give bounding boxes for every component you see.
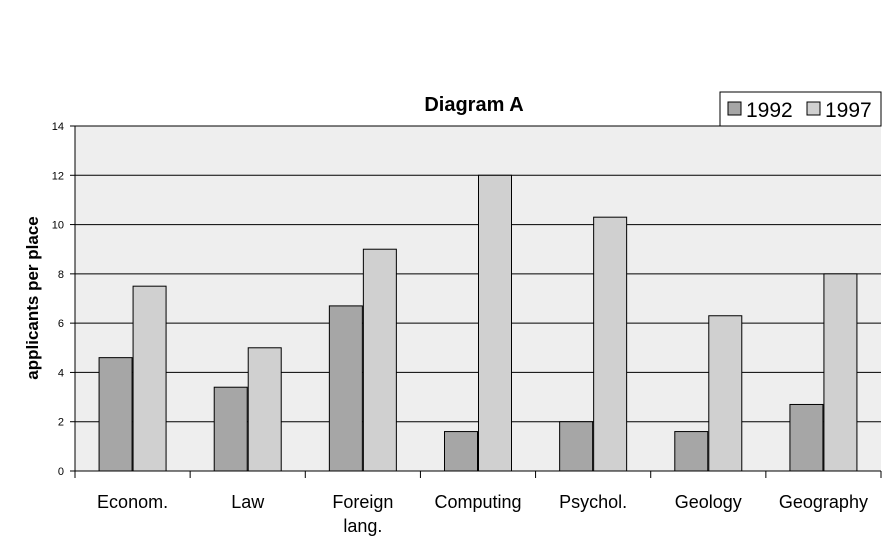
x-tick-label-2-line1: lang.: [343, 516, 382, 536]
y-tick-label-2: 2: [58, 417, 64, 429]
chart-title: Diagram A: [424, 94, 523, 116]
legend-label-1997: 1997: [825, 99, 872, 122]
legend-label-1992: 1992: [746, 99, 793, 122]
bar-1997-1: [247, 347, 282, 472]
bar-1997-6: [823, 273, 858, 472]
x-tick-label-6: Geography: [779, 492, 868, 512]
bar-1992-5: [674, 431, 709, 472]
bar-1997-3: [478, 174, 512, 472]
y-tick-label-4: 4: [58, 367, 64, 379]
legend-swatch-1997: [806, 101, 821, 116]
x-tick-label-3: Computing: [434, 492, 521, 512]
x-tick-label-1: Law: [231, 492, 265, 512]
bar-1992-0: [98, 357, 133, 472]
x-tick-label-2: Foreign: [332, 492, 393, 512]
x-tick-label-5: Geology: [675, 492, 742, 512]
bar-1997-4: [593, 216, 628, 472]
y-tick-label-14: 14: [52, 121, 64, 133]
y-tick-label-12: 12: [52, 170, 64, 182]
x-tick-label-4: Psychol.: [559, 492, 627, 512]
y-axis-label: applicants per place: [23, 216, 42, 379]
bar-1992-3: [444, 431, 478, 472]
bar-1992-6: [789, 403, 824, 472]
bar-1997-5: [708, 315, 743, 472]
bar-1997-2: [362, 248, 397, 472]
legend-box: [719, 91, 882, 127]
bar-1992-2: [328, 305, 363, 472]
y-tick-label-8: 8: [58, 269, 64, 281]
x-tick-labels: Econom. Law Foreign lang. Computing Psychol. G…: [97, 492, 868, 536]
legend-swatch-1992: [727, 101, 742, 116]
y-tick-label-0: 0: [58, 466, 64, 478]
y-tick-label-10: 10: [52, 220, 64, 232]
axes: [70, 125, 882, 478]
bar-1992-4: [559, 421, 594, 472]
x-tick-label-0: Econom.: [97, 492, 168, 512]
legend: 1992 1997: [719, 91, 882, 127]
bar-1992-1: [213, 386, 248, 472]
y-tick-label-6: 6: [58, 318, 64, 330]
y-tick-labels: 0 2 4 6 8 10 12 14: [52, 121, 64, 478]
bar-1997-0: [132, 285, 167, 472]
